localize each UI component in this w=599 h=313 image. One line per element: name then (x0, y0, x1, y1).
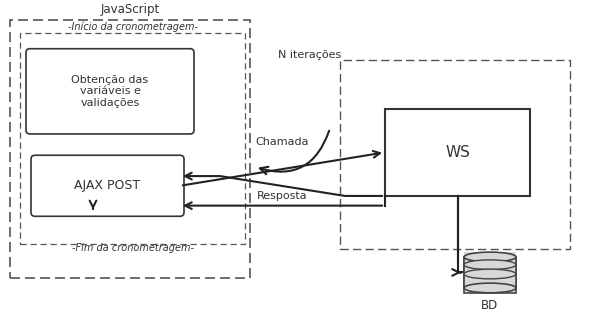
Bar (340, 60, 570, 249)
Ellipse shape (464, 260, 516, 269)
Text: N iterações: N iterações (279, 50, 341, 60)
Text: -Fim da cronometragem-: -Fim da cronometragem- (71, 244, 193, 254)
FancyBboxPatch shape (26, 49, 194, 134)
Text: BD: BD (482, 299, 498, 312)
Bar (464, 260, 516, 293)
Bar (464, 252, 516, 288)
Bar (20, 33, 245, 244)
Ellipse shape (464, 283, 516, 293)
FancyBboxPatch shape (31, 155, 184, 216)
Text: Obtenção das
variáveis e
validações: Obtenção das variáveis e validações (71, 75, 149, 108)
Text: Resposta: Resposta (257, 191, 308, 201)
Bar (385, 109, 530, 196)
Text: WS: WS (445, 145, 470, 160)
Ellipse shape (464, 269, 516, 279)
FancyArrowPatch shape (260, 131, 329, 174)
Ellipse shape (464, 252, 516, 262)
Text: AJAX POST: AJAX POST (74, 179, 141, 192)
Text: Chamada: Chamada (256, 136, 309, 146)
Bar (10, 20, 250, 278)
Text: -Início da cronometragem-: -Início da cronometragem- (68, 22, 198, 32)
Text: JavaScript: JavaScript (101, 3, 159, 16)
